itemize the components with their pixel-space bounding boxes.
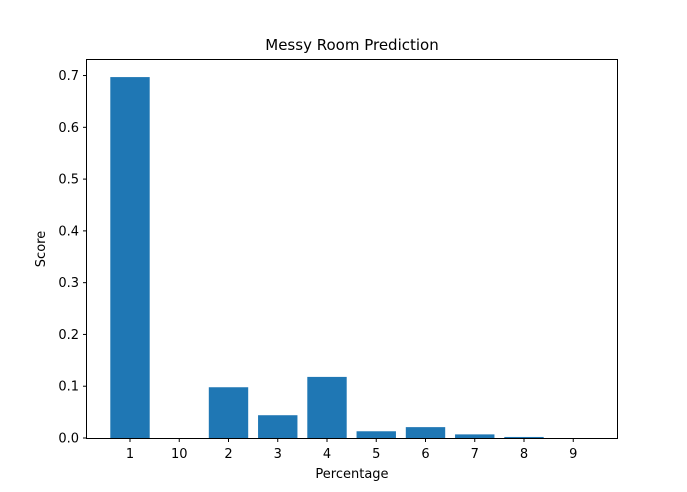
y-axis-label: Score xyxy=(34,231,49,267)
bar-4 xyxy=(307,376,347,438)
y-tick-label-3: 0.3 xyxy=(58,276,79,291)
x-tick-label-3: 3 xyxy=(274,447,282,462)
x-tick-label-4: 4 xyxy=(323,447,331,462)
y-axis: 0.0 0.1 0.2 0.3 0.4 0.5 0.6 0.7 xyxy=(58,69,87,447)
chart-title: Messy Room Prediction xyxy=(265,36,438,54)
y-tick-label-0: 0.0 xyxy=(58,432,79,447)
bar-8 xyxy=(504,436,544,438)
y-tick-label-6: 0.6 xyxy=(58,121,79,136)
bars-group xyxy=(110,77,544,438)
x-tick-label-6: 6 xyxy=(421,447,429,462)
x-tick-label-7: 7 xyxy=(471,447,479,462)
bar-3 xyxy=(258,415,298,438)
bar-2 xyxy=(208,387,249,438)
y-tick-label-1: 0.1 xyxy=(58,380,79,395)
x-tick-label-5: 5 xyxy=(372,447,380,462)
x-tick-label-9: 9 xyxy=(569,447,577,462)
y-tick-label-2: 0.2 xyxy=(58,328,79,343)
bar-7 xyxy=(455,434,495,438)
plot-frame xyxy=(86,59,618,439)
y-tick-label-5: 0.5 xyxy=(58,173,79,188)
x-axis-label: Percentage xyxy=(315,467,388,482)
bar-6 xyxy=(405,427,446,438)
bar-5 xyxy=(356,431,396,438)
bar-1 xyxy=(110,77,150,438)
x-tick-label-10: 10 xyxy=(171,447,188,462)
x-tick-label-2: 2 xyxy=(224,447,232,462)
y-tick-label-4: 0.4 xyxy=(58,224,79,239)
x-tick-label-1: 1 xyxy=(126,447,134,462)
y-tick-label-7: 0.7 xyxy=(58,69,79,84)
x-tick-label-8: 8 xyxy=(520,447,528,462)
x-axis: 1 10 2 3 4 5 6 7 8 9 xyxy=(126,438,577,462)
